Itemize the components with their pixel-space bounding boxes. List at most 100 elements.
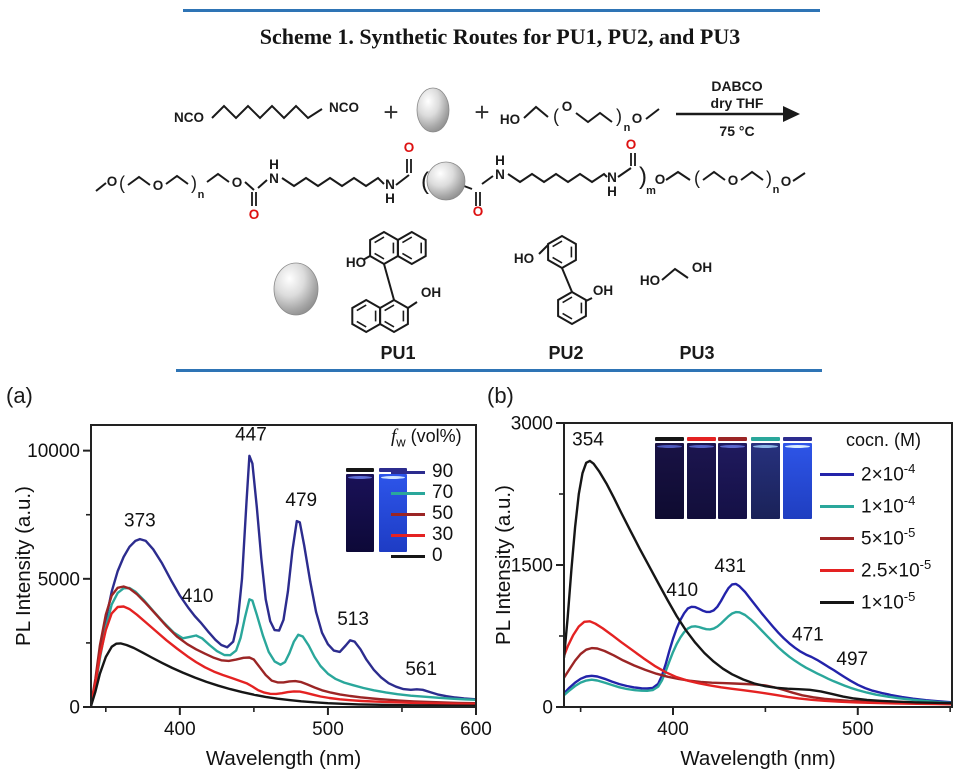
atom-label: O [232,175,243,190]
bottom-divider-rule [176,369,822,372]
cuvette-color-bar [718,437,747,441]
atom-label: N [385,177,395,192]
atom-label: HO [640,273,660,288]
legend-entry-label: 0 [432,545,443,567]
x-tick-label: 600 [460,719,492,740]
liquid-meniscus [753,445,778,448]
legend-entry: 5×10-5 [820,522,931,554]
uv-cuvette-photo [783,437,812,519]
condition-catalyst: DABCO [711,78,762,94]
spectrum-series-90 [91,454,476,706]
spectrum-series-2.5×10-5 [564,620,952,706]
x-tick-label: 400 [164,719,196,740]
atom-label: ) [616,106,622,126]
legend-entry-label: 70 [432,482,454,504]
monomer-atom-labels: HO OH PU1 HO OH PU2 HO OH PU3 [346,251,715,363]
plot-frame [563,422,953,708]
cuvette-color-bar [655,437,684,441]
atom-label: O [562,99,573,114]
spectrum-series-50 [91,585,476,706]
spectrum-series-30 [91,605,476,706]
atom-label: ) [639,163,647,190]
spectrum-series-1×10-5 [564,459,952,705]
aromatic-inner-bond [562,296,573,304]
atom-label: ( [553,106,559,126]
atom-label: + [383,97,398,127]
peak-label-354: 354 [572,430,604,451]
atom-label: O [632,111,643,126]
legend-line-swatch [820,568,854,572]
polymer-core-sphere [426,161,466,201]
polymer-core-sphere [416,87,450,133]
panel-label-a: (a) [6,383,33,408]
atom-label: n [773,184,780,196]
aromatic-inner-bond [552,256,563,264]
x-tick-label: 500 [842,719,874,740]
uv-cuvette-photo [718,437,747,519]
scheme-title: Scheme 1. Synthetic Routes for PU1, PU2,… [259,24,741,49]
uv-cuvette-photo [655,437,684,519]
legend-title: cocn. (M) [846,430,922,450]
atom-label: HO [500,112,520,127]
legend-entry: 70 [391,482,462,504]
peak-label-410: 410 [666,580,698,601]
reactant-bonds [211,104,660,124]
atom-label: HO [514,251,534,266]
atom-label: m [646,185,656,197]
peak-label-497: 497 [836,649,868,670]
atom-label: NCO [329,100,359,115]
chart-b-plot: 400 500 0 1500 3000 354 410 431 471 497 Wavelength… [492,414,953,770]
chart-b-legend: cocn. (M) 2×10-4 1×10-4 5×10-5 2.5×10-5 1×10… [820,430,931,618]
atom-label: n [624,122,631,134]
chart-a-legend: fw (vol%) 90 70 50 30 0 [391,426,462,567]
peak-label-479: 479 [285,490,317,511]
y-tick-label: 0 [542,698,553,719]
cuvette-body [687,443,716,519]
liquid-meniscus [785,445,810,448]
cuvette-color-bar [379,468,407,472]
atom-label: H [269,157,279,172]
legend-line-swatch [820,472,854,476]
uv-cuvette-photo [687,437,716,519]
y-tick-label: 5000 [38,569,80,590]
legend-entry: 30 [391,524,462,546]
atom-label: ( [694,168,700,188]
legend-line-swatch [391,512,425,516]
cuvette-body [655,443,684,519]
legend-entry-label: 1×10-5 [861,589,916,614]
polymer-bonds [95,167,806,192]
y-tick-label: 10000 [27,441,80,462]
monomer-bonds [362,244,689,309]
spectrum-series-5×10-5 [564,646,952,706]
atom-label: NCO [174,110,204,125]
atom-label: H [495,153,505,168]
y-tick-label: 3000 [511,414,553,435]
cuvette-body [718,443,747,519]
spectrum-series-0 [91,642,476,707]
atom-label: O [404,140,415,155]
cuvette-color-bar [687,437,716,441]
aromatic-inner-bond [374,252,385,260]
condition-solvent: dry THF [711,95,764,111]
legend-entry-label: 2×10-4 [861,461,916,486]
atom-label: ) [191,173,197,193]
aromatic-inner-bond [384,320,395,328]
atom-label: ( [421,168,429,195]
y-axis-title: PL Intensity (a.u.) [492,485,515,645]
atom-label: H [385,191,395,206]
cuvette-body [783,443,812,519]
legend-entry: 2.5×10-5 [820,554,931,586]
peak-label-410: 410 [182,586,214,607]
spectrum-series-1×10-4 [564,610,952,705]
legend-entry-label: 2.5×10-5 [861,557,932,582]
diol-core-sphere [273,262,319,316]
legend-entry-label: 50 [432,503,454,525]
panel-label-b: (b) [487,383,514,408]
legend-entry-label: 1×10-4 [861,493,916,518]
cuvette-color-bar [783,437,812,441]
liquid-meniscus [657,445,682,448]
legend-entry: 90 [391,461,462,483]
